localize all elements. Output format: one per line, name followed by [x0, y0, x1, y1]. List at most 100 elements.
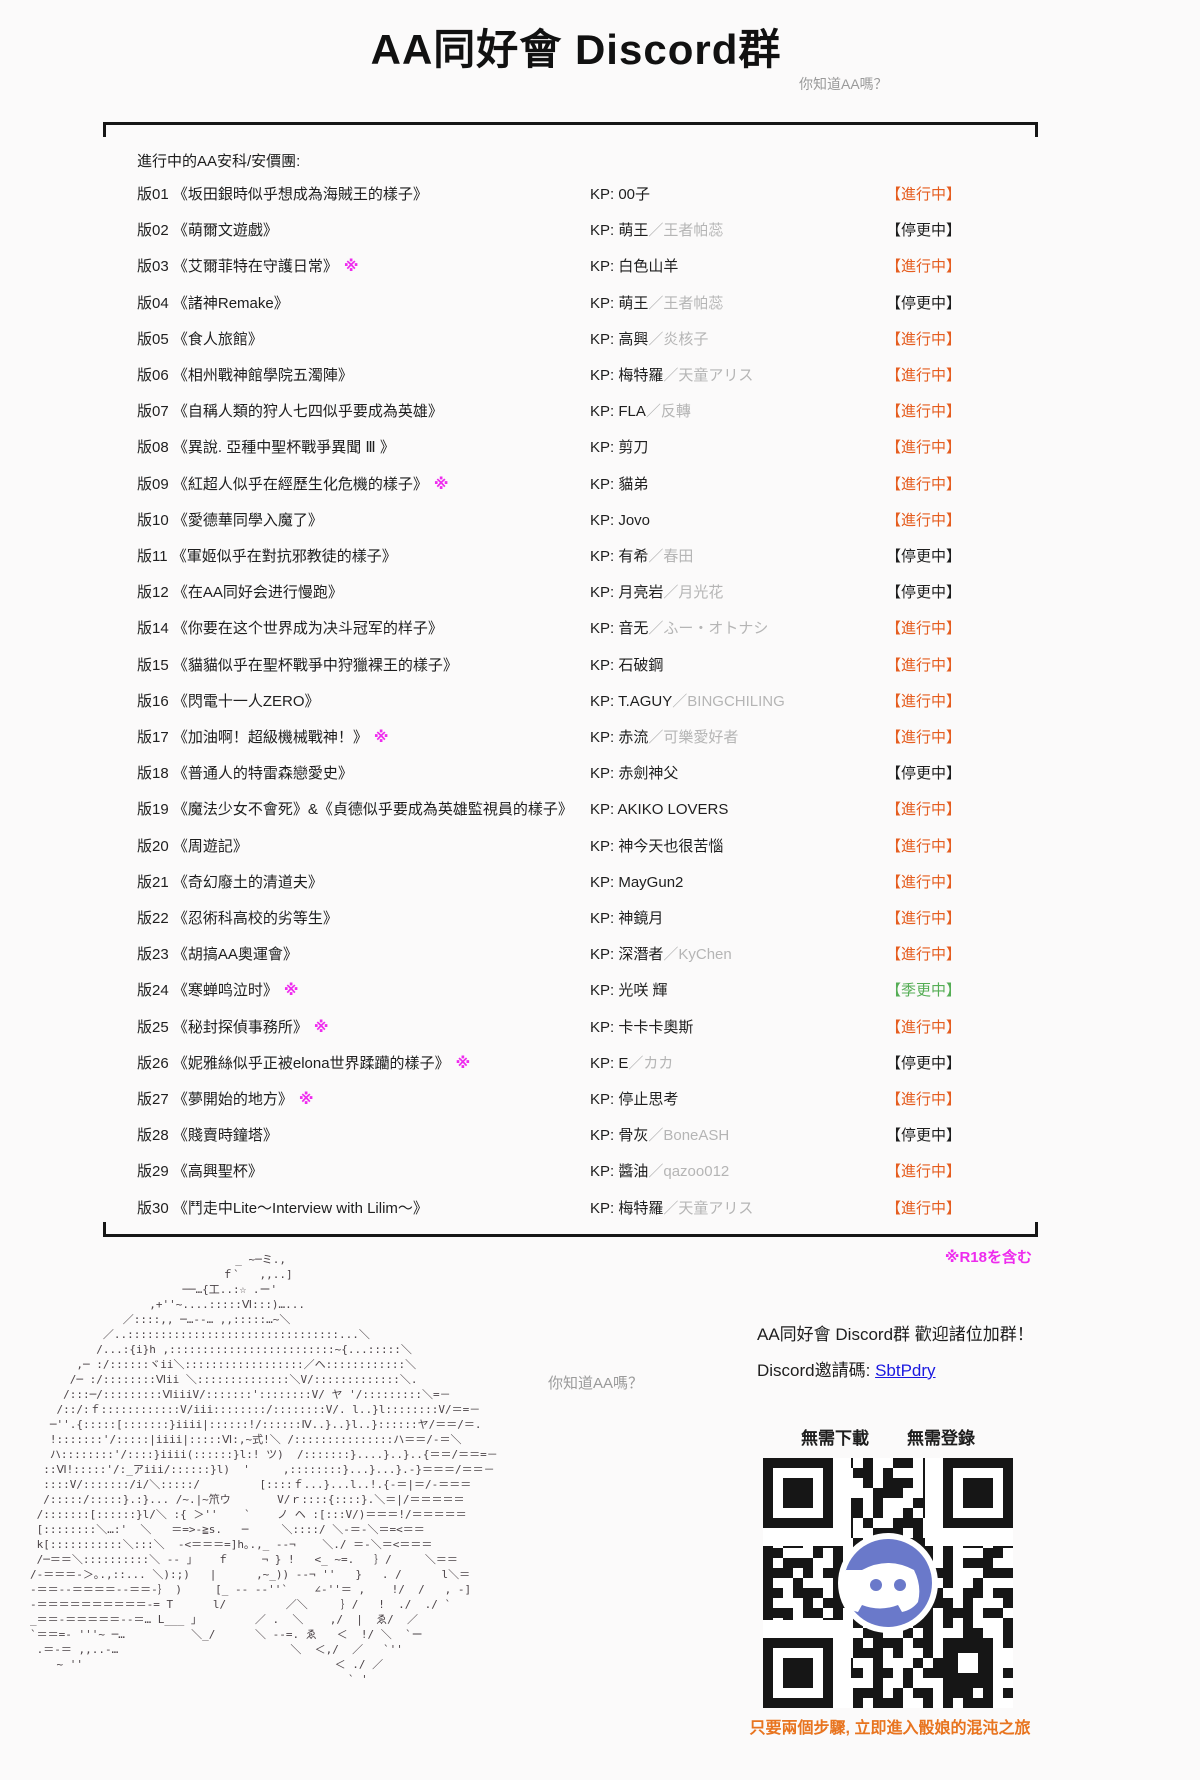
thread-title-cell: 版06 《相州戰神館學院五濁陣》	[137, 366, 353, 386]
thread-title: 《胡搞AA奧運會》	[172, 946, 298, 964]
thread-title: 《相州戰神館學院五濁陣》	[172, 367, 353, 384]
thread-row: 版05 《食人旅館》 KP: 高興／炎核子 【進行中】	[137, 330, 1037, 352]
thread-kp: KP: 音无／ふー・オトナシ	[590, 620, 769, 638]
thread-number: 版01	[137, 186, 173, 203]
thread-title: 《賤賣時鐘塔》	[172, 1127, 278, 1145]
thread-status: 【進行中】	[886, 837, 962, 855]
thread-kp: KP: 白色山羊	[590, 258, 679, 276]
thread-number: 版14	[137, 620, 173, 638]
thread-row: 版20 《周遊記》 KP: 神今天也很苦惱 【進行中】	[137, 837, 1037, 859]
thread-kp-alt: ／月光花	[663, 584, 724, 602]
thread-kp: KP: Jovo	[590, 511, 651, 529]
thread-kp: KP: 深潛者／KyChen	[590, 946, 732, 964]
thread-status: 【進行中】	[886, 1091, 962, 1108]
thread-status: 【進行中】	[886, 1018, 962, 1036]
thread-title-cell: 版11 《軍姬似乎在對抗邪教徒的樣子》	[137, 547, 397, 567]
thread-title-cell: 版07 《自稱人類的狩人七四似乎要成為英雄》	[137, 402, 443, 422]
thread-number: 版25	[137, 1018, 173, 1036]
thread-title-cell: 版22 《忍術科高校的劣等生》	[137, 909, 338, 929]
thread-kp: KP: 赤流／可樂愛好者	[590, 729, 739, 746]
thread-title-cell: 版09 《紅超人似乎在經歷生化危機的樣子》 ※	[137, 475, 448, 495]
thread-title-cell: 版10 《愛德華同學入魔了》	[137, 511, 323, 531]
thread-status: 【停更中】	[886, 1127, 962, 1145]
thread-status: 【進行中】	[886, 439, 962, 457]
thread-row: 版01 《坂田銀時似乎想成為海賊王的樣子》 KP: 00子 【進行中】	[137, 185, 1037, 207]
thread-status: 【進行中】	[886, 1199, 962, 1217]
thread-title: 《自稱人類的狩人七四似乎要成為英雄》	[172, 403, 443, 421]
thread-title-cell: 版18 《普通人的特雷森戀愛史》	[137, 764, 353, 784]
thread-title-cell: 版24 《寒蝉鸣泣时》 ※	[137, 981, 298, 1001]
thread-row: 版06 《相州戰神館學院五濁陣》 KP: 梅特羅／天童アリス 【進行中】	[137, 366, 1037, 388]
thread-title-cell: 版14 《你要在这个世界成为决斗冠军的样子》	[137, 619, 443, 639]
thread-title-cell: 版15 《貓貓似乎在聖杯戰爭中狩獵裸王的樣子》	[137, 656, 458, 676]
r18-marker: ※	[298, 1091, 314, 1108]
thread-title: 《軍姬似乎在對抗邪教徒的樣子》	[171, 548, 397, 565]
thread-number: 版24	[137, 982, 173, 1000]
thread-kp: KP: 萌王／王者帕蕊	[590, 222, 724, 240]
thread-status: 【停更中】	[886, 1054, 962, 1072]
thread-title: 《諸神Remake》	[172, 294, 289, 312]
thread-title: 《夢開始的地方》	[172, 1091, 293, 1108]
thread-row: 版02 《萌爾文遊戲》 KP: 萌王／王者帕蕊 【停更中】	[137, 221, 1037, 243]
thread-row: 版07 《自稱人類的狩人七四似乎要成為英雄》 KP: FLA／反轉 【進行中】	[137, 402, 1037, 424]
thread-kp: KP: 高興／炎核子	[590, 330, 709, 348]
thread-row: 版25 《秘封探偵事務所》 ※ KP: 卡卡卡奧斯 【進行中】	[137, 1018, 1037, 1040]
thread-title: 《異說. 亞種中聖杯戰爭異聞 Ⅲ 》	[172, 439, 395, 457]
cta-text: 只要兩個步驟, 立即進入骰娘的混沌之旅	[749, 1720, 1031, 1737]
thread-title: 《愛德華同學入魔了》	[172, 511, 323, 529]
thread-title-cell: 版30 《鬥走中Lite～Interview with Lilim～》	[137, 1199, 428, 1219]
thread-row: 版28 《賤賣時鐘塔》 KP: 骨灰／BoneASH 【停更中】	[137, 1126, 1037, 1148]
thread-title-cell: 版12 《在AA同好会进行慢跑》	[137, 583, 343, 603]
thread-number: 版22	[137, 910, 173, 927]
qr-code	[763, 1458, 1013, 1708]
thread-row: 版12 《在AA同好会进行慢跑》 KP: 月亮岩／月光花 【停更中】	[137, 583, 1037, 605]
thread-title: 《周遊記》	[172, 837, 248, 855]
thread-number: 版16	[137, 692, 173, 710]
thread-title-cell: 版20 《周遊記》	[137, 837, 248, 857]
thread-row: 版11 《軍姬似乎在對抗邪教徒的樣子》 KP: 有希／春田 【停更中】	[137, 547, 1037, 569]
thread-title-cell: 版05 《食人旅館》	[137, 330, 263, 350]
thread-number: 版05	[137, 330, 173, 348]
thread-title-cell: 版25 《秘封探偵事務所》 ※	[137, 1018, 328, 1038]
thread-row: 版16 《閃電十一人ZERO》 KP: T.AGUY／BINGCHILING 【進行…	[137, 692, 1037, 714]
thread-kp: KP: 神今天也很苦惱	[590, 837, 724, 855]
thread-kp: KP: 剪刀	[590, 439, 649, 457]
thread-status: 【進行中】	[886, 403, 962, 421]
thread-kp-alt: ／qazoo012	[648, 1163, 730, 1181]
thread-title-cell: 版19 《魔法少女不會死》&《貞德似乎要成為英雄監視員的樣子》	[137, 800, 573, 820]
thread-status: 【進行中】	[886, 186, 962, 203]
thread-title: 《寒蝉鸣泣时》	[172, 982, 278, 1000]
thread-number: 版02	[137, 222, 173, 240]
thread-row: 版30 《鬥走中Lite～Interview with Lilim～》 KP: 梅…	[137, 1199, 1037, 1221]
page-title: AA同好會 Discord群	[370, 26, 782, 73]
r18-marker: ※	[283, 982, 299, 1000]
thread-kp-alt: ／春田	[648, 548, 694, 565]
thread-title-cell: 版21 《奇幻廢土的清道夫》	[137, 873, 323, 893]
thread-title-cell: 版02 《萌爾文遊戲》	[137, 221, 278, 241]
thread-title: 《艾爾菲特在守護日常》	[172, 258, 338, 276]
thread-title: 《普通人的特雷森戀愛史》	[172, 765, 353, 783]
thread-row: 版27 《夢開始的地方》 ※ KP: 停止思考 【進行中】	[137, 1090, 1037, 1112]
thread-kp: KP: 石破鋼	[590, 656, 664, 674]
thread-kp: KP: E／カカ	[590, 1054, 674, 1072]
thread-row: 版18 《普通人的特雷森戀愛史》 KP: 赤劍神父 【停更中】	[137, 764, 1037, 786]
box-bottom-border	[103, 1222, 1038, 1237]
thread-kp: KP: T.AGUY／BINGCHILING	[590, 692, 785, 710]
thread-kp: KP: 赤劍神父	[590, 765, 679, 783]
thread-kp-alt: ／BINGCHILING	[672, 692, 785, 710]
thread-kp-alt: ／BoneASH	[648, 1127, 730, 1145]
thread-number: 版18	[137, 765, 173, 783]
thread-number: 版17	[137, 729, 173, 746]
thread-status: 【停更中】	[886, 765, 962, 783]
invite-label: Discord邀請碼:	[757, 1361, 876, 1380]
invite-code-link[interactable]: SbtPdry	[875, 1361, 936, 1380]
thread-kp-alt: ／王者帕蕊	[648, 222, 724, 240]
thread-number: 版09	[137, 475, 173, 493]
thread-kp-alt: ／炎核子	[648, 330, 709, 348]
thread-kp: KP: 梅特羅／天童アリス	[590, 1199, 754, 1217]
thread-status: 【進行中】	[886, 656, 962, 674]
thread-row: 版04 《諸神Remake》 KP: 萌王／王者帕蕊 【停更中】	[137, 294, 1037, 316]
art-caption: 你知道AA嗎？	[548, 1375, 644, 1392]
thread-row: 版23 《胡搞AA奧運會》 KP: 深潛者／KyChen 【進行中】	[137, 945, 1037, 967]
r18-marker: ※	[343, 258, 359, 276]
